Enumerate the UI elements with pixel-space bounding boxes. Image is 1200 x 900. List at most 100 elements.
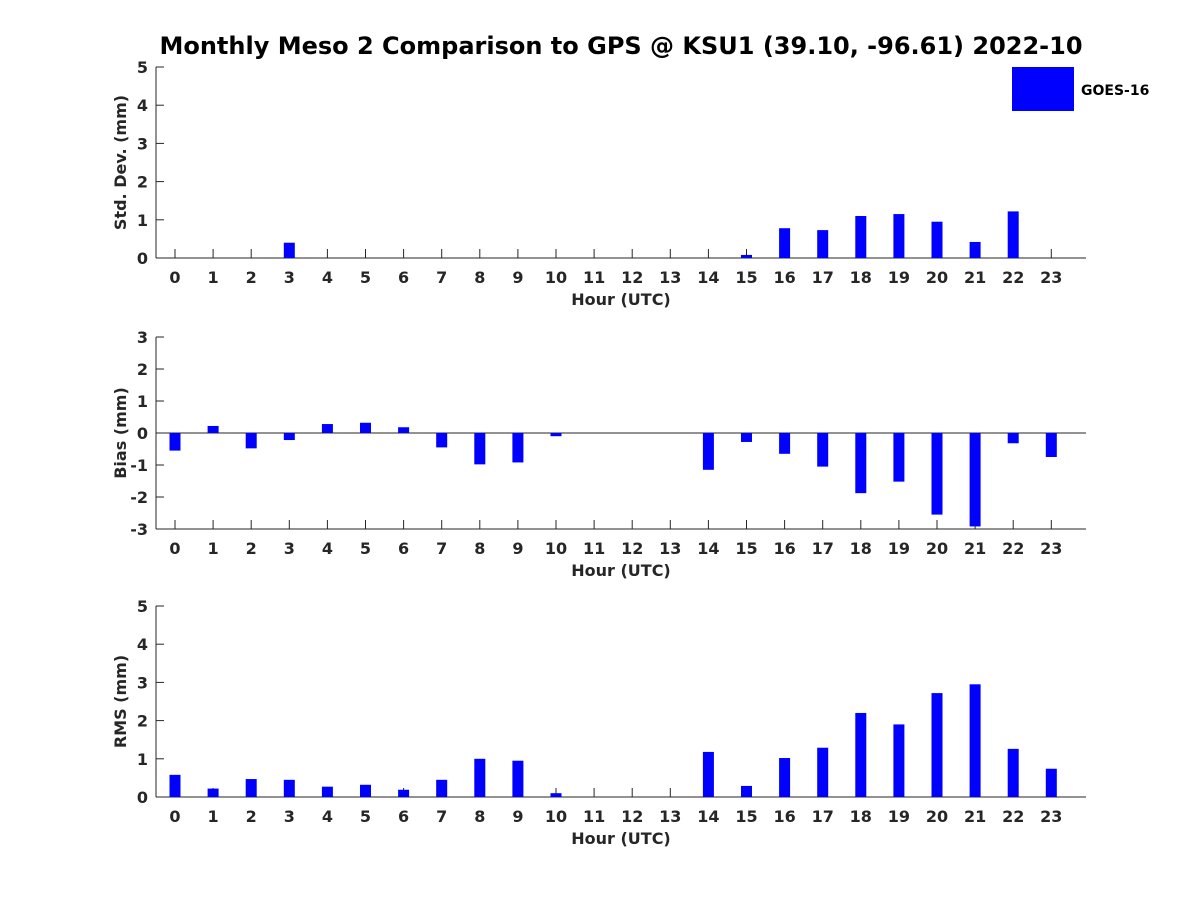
bar bbox=[474, 758, 486, 797]
x-tick-label: 6 bbox=[398, 807, 409, 826]
x-tick-label: 13 bbox=[659, 539, 681, 558]
y-tick-label: 2 bbox=[137, 712, 148, 731]
bar bbox=[741, 254, 752, 258]
y-axis-label: RMS (mm) bbox=[111, 655, 130, 748]
x-tick-label: 12 bbox=[621, 268, 643, 287]
x-tick-label: 16 bbox=[773, 807, 795, 826]
bar bbox=[360, 422, 371, 433]
x-tick-label: 12 bbox=[621, 539, 643, 558]
bar bbox=[702, 751, 714, 797]
x-tick-label: 14 bbox=[697, 268, 719, 287]
x-tick-label: 15 bbox=[735, 807, 757, 826]
x-tick-label: 12 bbox=[621, 807, 643, 826]
y-tick-label: 3 bbox=[137, 134, 148, 153]
y-tick-label: 3 bbox=[137, 673, 148, 692]
bar bbox=[702, 433, 714, 470]
x-tick-label: 11 bbox=[583, 539, 605, 558]
bar bbox=[169, 433, 181, 451]
x-tick-label: 2 bbox=[246, 268, 257, 287]
x-tick-label: 3 bbox=[284, 539, 295, 558]
x-tick-label: 6 bbox=[398, 539, 409, 558]
x-tick-label: 9 bbox=[512, 807, 523, 826]
bar bbox=[550, 433, 562, 437]
x-tick-label: 8 bbox=[474, 268, 485, 287]
x-tick-label: 7 bbox=[436, 539, 447, 558]
bar bbox=[207, 788, 219, 797]
x-tick-label: 9 bbox=[512, 539, 523, 558]
x-tick-label: 4 bbox=[322, 807, 333, 826]
bar bbox=[779, 433, 791, 454]
bar bbox=[169, 774, 181, 797]
y-tick-label: 1 bbox=[137, 392, 148, 411]
x-tick-label: 22 bbox=[1002, 539, 1024, 558]
y-tick-label: 1 bbox=[137, 750, 148, 769]
x-tick-label: 3 bbox=[284, 807, 295, 826]
legend-label: GOES-16 bbox=[1081, 83, 1149, 99]
x-tick-label: 19 bbox=[888, 539, 910, 558]
bar bbox=[436, 433, 448, 448]
x-tick-label: 23 bbox=[1040, 268, 1062, 287]
x-tick-label: 0 bbox=[169, 539, 180, 558]
x-tick-label: 20 bbox=[926, 807, 948, 826]
bar bbox=[436, 779, 448, 797]
x-tick-label: 8 bbox=[474, 807, 485, 826]
bar bbox=[931, 221, 943, 258]
x-tick-label: 8 bbox=[474, 539, 485, 558]
bar bbox=[969, 433, 981, 527]
x-tick-label: 10 bbox=[545, 807, 567, 826]
x-tick-label: 19 bbox=[888, 268, 910, 287]
y-axis-label: Bias (mm) bbox=[111, 387, 130, 479]
bar bbox=[969, 684, 981, 797]
bar bbox=[969, 241, 981, 258]
bar bbox=[741, 433, 752, 442]
bar bbox=[398, 427, 410, 433]
bar bbox=[855, 712, 867, 797]
y-tick-label: 4 bbox=[137, 96, 148, 115]
x-axis-label: Hour (UTC) bbox=[571, 829, 671, 848]
bar bbox=[931, 433, 943, 515]
x-tick-label: 18 bbox=[850, 807, 872, 826]
x-tick-label: 22 bbox=[1002, 807, 1024, 826]
x-tick-label: 1 bbox=[208, 268, 219, 287]
bar bbox=[512, 433, 524, 463]
y-tick-label: 3 bbox=[137, 328, 148, 347]
x-tick-label: 21 bbox=[964, 807, 986, 826]
x-tick-label: 23 bbox=[1040, 539, 1062, 558]
x-tick-label: 23 bbox=[1040, 807, 1062, 826]
bar bbox=[512, 760, 524, 797]
x-tick-label: 10 bbox=[545, 268, 567, 287]
bar bbox=[360, 784, 371, 797]
bar bbox=[779, 758, 791, 797]
x-tick-label: 5 bbox=[360, 268, 371, 287]
x-tick-label: 11 bbox=[583, 807, 605, 826]
bar bbox=[283, 779, 295, 797]
y-tick-label: 2 bbox=[137, 173, 148, 192]
x-tick-label: 7 bbox=[436, 807, 447, 826]
x-tick-label: 1 bbox=[208, 807, 219, 826]
bar bbox=[207, 425, 219, 433]
bar bbox=[245, 779, 257, 797]
bar bbox=[893, 433, 905, 482]
bar bbox=[398, 789, 410, 797]
x-tick-label: 11 bbox=[583, 268, 605, 287]
x-tick-label: 17 bbox=[812, 539, 834, 558]
x-axis-label: Hour (UTC) bbox=[571, 290, 671, 309]
bar bbox=[1007, 211, 1019, 258]
x-tick-label: 2 bbox=[246, 807, 257, 826]
chart-title: Monthly Meso 2 Comparison to GPS @ KSU1 … bbox=[159, 32, 1082, 60]
y-tick-label: 0 bbox=[137, 249, 148, 268]
bar bbox=[1007, 433, 1019, 444]
y-tick-label: -2 bbox=[130, 488, 148, 507]
bar bbox=[550, 793, 562, 797]
bar bbox=[855, 433, 867, 494]
x-tick-label: 14 bbox=[697, 539, 719, 558]
x-tick-label: 15 bbox=[735, 268, 757, 287]
x-tick-label: 13 bbox=[659, 807, 681, 826]
bar bbox=[474, 433, 486, 465]
bar bbox=[245, 433, 257, 449]
x-tick-label: 6 bbox=[398, 268, 409, 287]
